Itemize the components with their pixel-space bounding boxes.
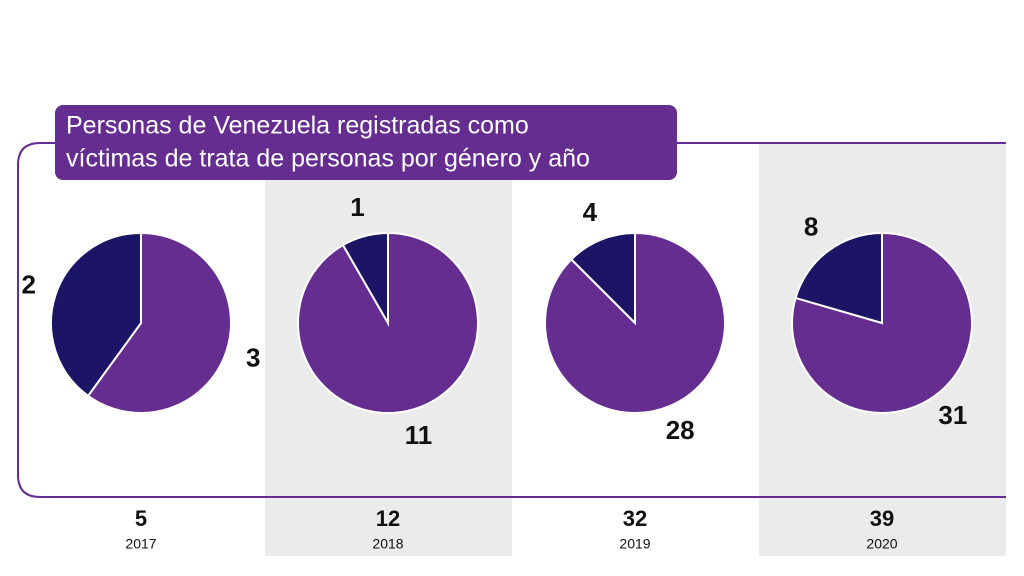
pie-slice <box>50 231 142 398</box>
slice-label: 4 <box>583 197 598 227</box>
total-label: 5 <box>135 506 147 531</box>
year-label: 2018 <box>372 536 403 552</box>
total-label: 32 <box>623 506 647 531</box>
pie-slice <box>86 231 232 414</box>
total-label: 39 <box>870 506 894 531</box>
year-label: 2017 <box>125 536 156 552</box>
slice-label: 1 <box>350 192 364 222</box>
title-box <box>55 105 677 180</box>
slice-label: 11 <box>405 420 433 450</box>
pie-slice <box>794 231 883 325</box>
year-label: 2020 <box>866 536 897 552</box>
chart-title: Personas de Venezuela registradas como <box>66 112 529 140</box>
slice-label: 31 <box>938 400 967 430</box>
pie-slice <box>341 231 389 327</box>
slice-label: 8 <box>804 212 818 242</box>
frame <box>17 142 1006 498</box>
total-label: 12 <box>376 506 400 531</box>
chart-title: víctimas de trata de personas por género… <box>66 145 590 173</box>
slice-label: 3 <box>246 342 260 372</box>
slice-label: 28 <box>666 415 695 445</box>
year-label: 2019 <box>619 536 650 552</box>
slice-label: 2 <box>22 269 36 299</box>
pie-slice <box>569 231 636 326</box>
